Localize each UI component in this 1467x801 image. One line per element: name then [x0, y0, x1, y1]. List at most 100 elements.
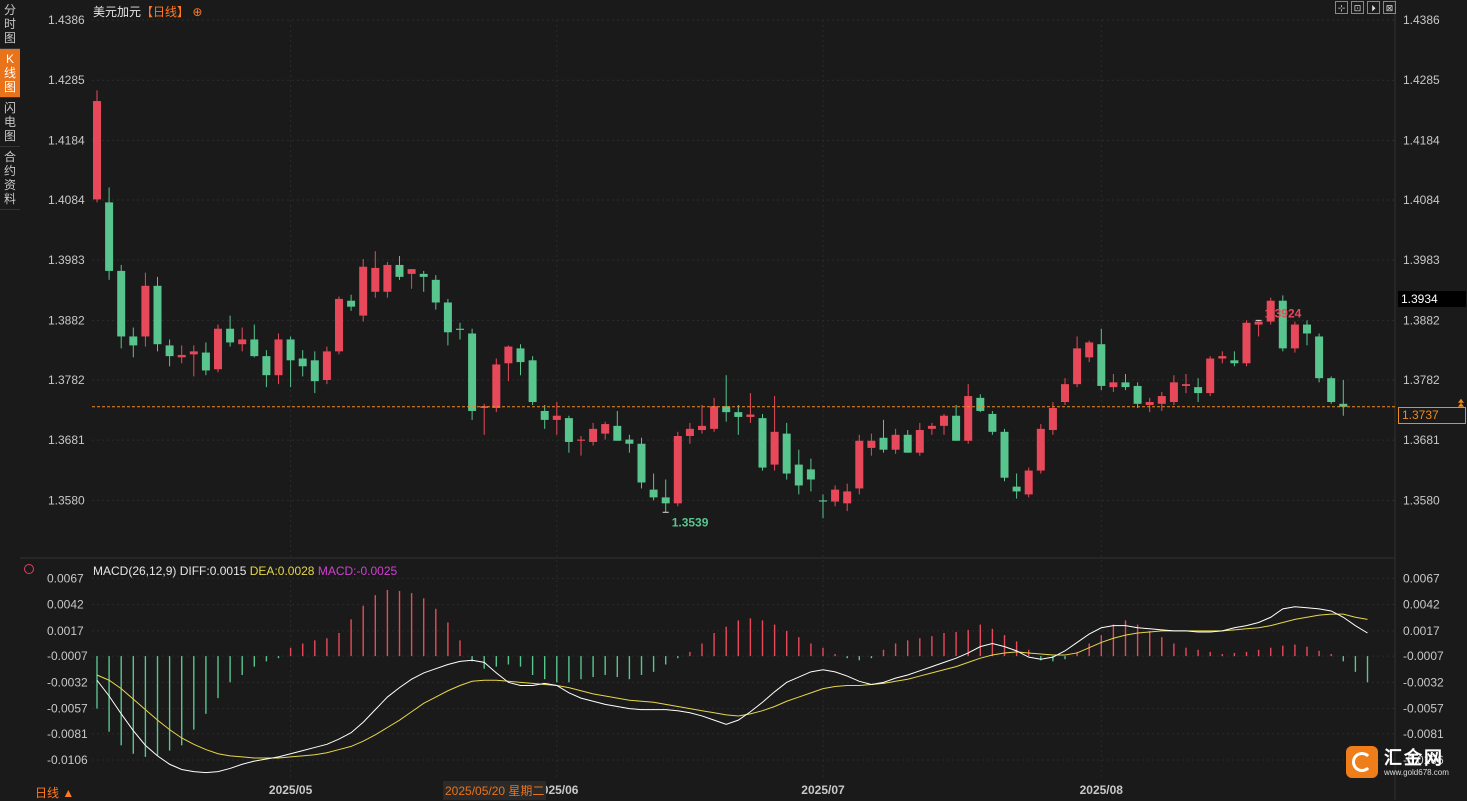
macd-params: MACD(26,12,9) — [93, 564, 177, 578]
price-tick-left: 1.4386 — [48, 13, 85, 27]
candle-body — [661, 497, 670, 504]
price-tick-right: 1.3681 — [1403, 433, 1440, 447]
candle-body — [625, 439, 634, 444]
candle-body — [1109, 382, 1118, 388]
price-tick-right: 1.4285 — [1403, 73, 1440, 87]
price-tick-left: 1.3983 — [48, 253, 85, 267]
candle-body — [1036, 428, 1045, 471]
period-toggle-icon[interactable]: ⊕ — [192, 5, 203, 19]
macd-settings-icon[interactable] — [24, 564, 34, 574]
candle-body — [879, 437, 888, 450]
candle-body — [129, 336, 138, 346]
last-price-tag: 1.3934 — [1398, 291, 1466, 307]
period-selector[interactable]: 日线 ▲ — [35, 786, 75, 800]
annotations: 1.3924 1.3539 — [92, 306, 1464, 529]
macd-tick-left: -0.0081 — [47, 727, 88, 741]
tab-2[interactable]: 闪电图 — [0, 98, 20, 147]
date-label: 2025/08 — [1080, 783, 1124, 797]
candle-body — [915, 430, 924, 453]
candle-body — [613, 425, 622, 441]
candle-body — [746, 414, 755, 417]
candle-body — [238, 339, 247, 345]
macd-header: MACD(26,12,9) DIFF:0.0015 DEA:0.0028 MAC… — [93, 564, 397, 578]
candle-body — [540, 410, 549, 420]
candle-body — [1157, 396, 1166, 404]
candle-body — [952, 415, 961, 441]
macd-tick-left: -0.0057 — [47, 702, 88, 716]
candle-body — [685, 428, 694, 436]
macd-tick-right: 0.0067 — [1403, 571, 1440, 585]
candle-body — [117, 270, 126, 337]
candle-body — [552, 415, 561, 420]
candle-body — [1303, 324, 1311, 334]
candle-body — [637, 443, 646, 483]
price-tick-left: 1.3782 — [48, 373, 85, 387]
candle-body — [831, 489, 840, 502]
candle-body — [1290, 324, 1299, 349]
logo-url: www.gold678.com — [1384, 767, 1449, 777]
toolbar-button-2[interactable]: ⏵ — [1367, 1, 1380, 14]
candle-body — [371, 267, 380, 292]
price-tick-right: 1.4184 — [1403, 133, 1440, 147]
candle-body — [1254, 321, 1263, 325]
macd-tick-right: 0.0042 — [1403, 598, 1440, 612]
candle-body — [93, 101, 101, 200]
dea-line — [96, 613, 1368, 759]
candles — [93, 90, 1348, 519]
candle-body — [1169, 382, 1178, 403]
candle-body — [214, 328, 222, 370]
macd-tick-right: 0.0017 — [1403, 624, 1440, 638]
price-tick-right: 1.3983 — [1403, 253, 1440, 267]
price-arrow-icon — [1458, 398, 1464, 407]
macd-tick-right: -0.0007 — [1403, 649, 1444, 663]
candle-body — [589, 428, 598, 442]
macd-tick-right: -0.0081 — [1403, 727, 1444, 741]
candle-body — [141, 285, 150, 337]
date-label: 2025/05 — [269, 783, 313, 797]
grid — [20, 0, 1396, 800]
macd-tick-left: -0.0032 — [47, 675, 88, 689]
macd-tick-left: -0.0106 — [47, 753, 88, 767]
period-label[interactable]: 【日线】 — [141, 5, 190, 19]
candle-body — [976, 397, 985, 411]
candle-body — [395, 264, 404, 277]
candle-body — [564, 418, 573, 442]
logo: 汇金网 www.gold678.com — [1346, 744, 1452, 780]
candle-body — [189, 351, 198, 355]
candle-body — [1024, 470, 1033, 495]
toolbar-button-0[interactable]: ⊹ — [1335, 1, 1348, 14]
macd-lines — [96, 606, 1368, 774]
macd-tick-right: -0.0106 — [1403, 753, 1444, 767]
candle-body — [443, 302, 452, 333]
candle-body — [419, 273, 428, 277]
candle-body — [407, 269, 416, 274]
candle-body — [794, 464, 803, 486]
chart-title: 美元加元【日线】 ⊕ — [93, 3, 202, 20]
candle-body — [322, 351, 331, 380]
price-tick-left: 1.3681 — [48, 433, 85, 447]
current-price-tag: 1.3737 — [1398, 407, 1466, 424]
candle-body — [250, 339, 259, 357]
candle-body — [105, 202, 114, 271]
candle-body — [710, 406, 719, 429]
candle-body — [649, 489, 658, 498]
tab-3[interactable]: 合约资料 — [0, 147, 20, 210]
candle-body — [1315, 336, 1324, 379]
candle-body — [577, 439, 585, 441]
toolbar-button-1[interactable]: ⊡ — [1351, 1, 1364, 14]
candle-body — [165, 345, 174, 357]
date-label: 2025/07 — [801, 783, 845, 797]
candle-body — [698, 425, 706, 431]
candle-body — [335, 298, 343, 352]
chart-toolbar: ⊹ ⊡ ⏵ ⊠ — [1335, 1, 1396, 14]
candle-body — [1085, 342, 1094, 358]
tab-0[interactable]: 分时图 — [0, 0, 20, 49]
price-tick-right: 1.3882 — [1403, 313, 1440, 327]
candle-body — [770, 431, 779, 465]
toolbar-button-3[interactable]: ⊠ — [1383, 1, 1396, 14]
low-label: 1.3539 — [672, 515, 709, 529]
high-label: 1.3924 — [1265, 306, 1302, 320]
candle-body — [1000, 431, 1009, 478]
